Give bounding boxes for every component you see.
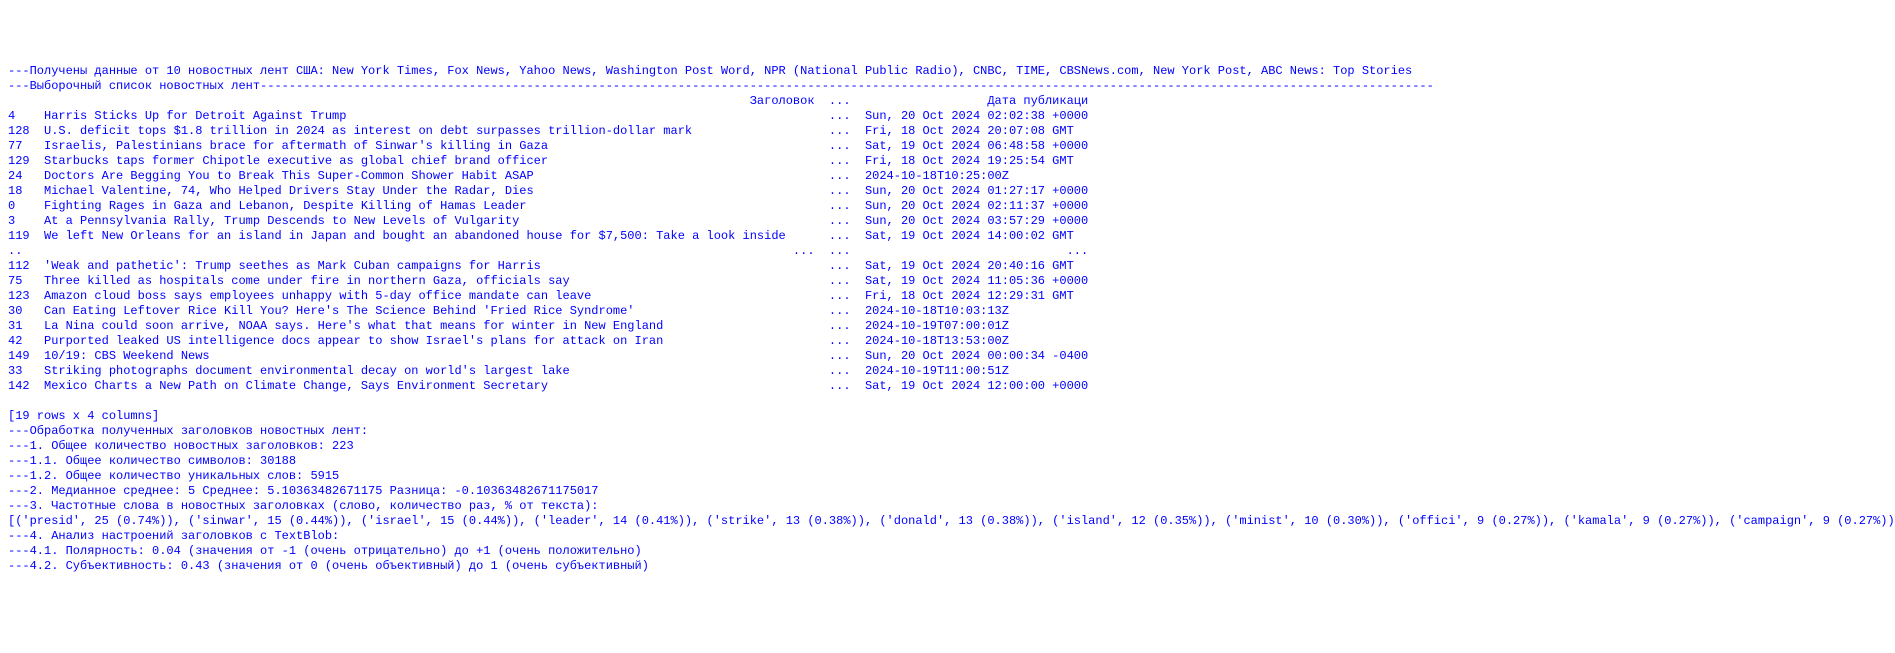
console-output: ---Получены данные от 10 новостных лент … bbox=[8, 64, 1887, 574]
